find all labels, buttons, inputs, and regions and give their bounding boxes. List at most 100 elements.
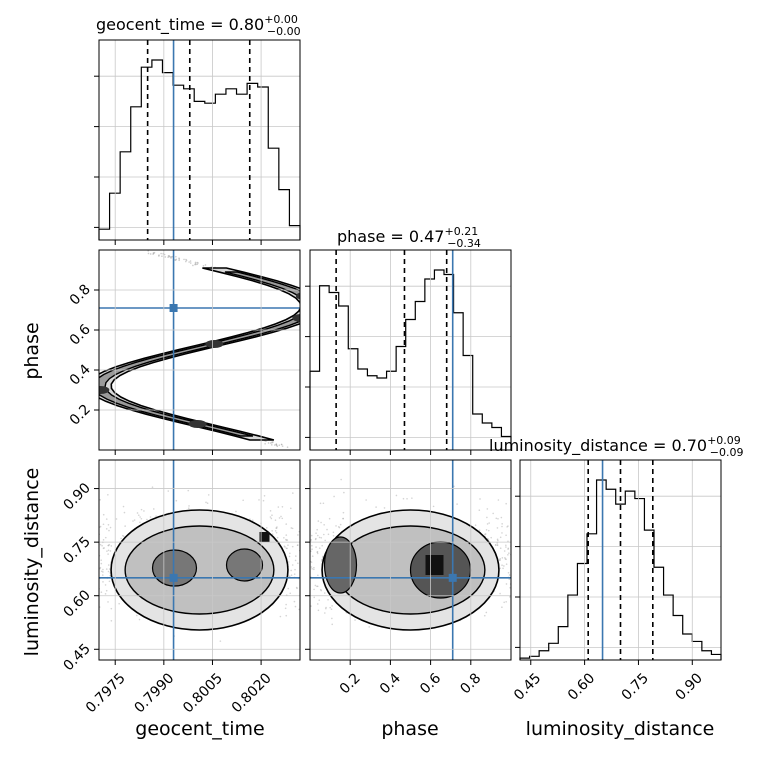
sample-point <box>484 533 487 535</box>
sample-point <box>316 585 319 588</box>
sample-point <box>265 527 268 529</box>
sample-point <box>332 534 335 537</box>
sample-point <box>316 603 319 605</box>
sample-point <box>95 385 97 387</box>
sample-point <box>331 623 334 626</box>
sample-point <box>314 584 317 587</box>
sample-point <box>317 609 320 612</box>
frame-phase-vs-luminosity-distance <box>309 459 512 661</box>
sample-point <box>118 602 120 605</box>
sample-point <box>342 517 344 520</box>
sample-point <box>313 306 315 308</box>
sample-point <box>338 526 341 529</box>
sample-point <box>302 295 304 297</box>
contour-outer <box>99 267 300 441</box>
sample-point <box>323 523 325 526</box>
sample-point <box>310 303 312 305</box>
sample-point <box>311 299 313 301</box>
sample-point <box>152 253 154 255</box>
sample-point <box>485 611 488 614</box>
sample-point <box>505 601 507 603</box>
frame-hist-luminosity-distance <box>519 459 722 661</box>
sample-point <box>277 506 280 508</box>
sample-point <box>314 302 316 304</box>
sample-point <box>508 552 510 554</box>
sample-point <box>496 527 499 529</box>
sample-point <box>290 569 292 572</box>
sample-point <box>132 520 134 522</box>
sample-point <box>96 383 98 385</box>
sample-point <box>207 494 210 496</box>
sample-point <box>288 555 291 558</box>
sample-point <box>289 552 291 555</box>
sample-point <box>320 536 323 539</box>
sample-point <box>270 517 273 520</box>
titles-layer: geocent_time = 0.80+0.00 −0.00 phase = 0.… <box>96 13 744 459</box>
sample-point <box>312 313 314 315</box>
sample-point <box>292 492 294 494</box>
sample-point <box>235 510 237 513</box>
sample-point <box>312 299 314 301</box>
title-luminosity-distance: luminosity_distance = 0.70+0.09 −0.09 <box>489 434 744 459</box>
sample-point <box>368 626 371 628</box>
sample-point <box>105 568 108 570</box>
sample-point <box>107 570 110 573</box>
sample-point <box>285 538 287 541</box>
hist-panel-phase <box>305 250 512 450</box>
sample-point <box>313 566 315 569</box>
frame-hist-geocent-time <box>98 39 301 241</box>
sample-point <box>267 442 270 444</box>
sample-point <box>312 312 314 314</box>
sample-point <box>136 512 139 514</box>
sample-point <box>140 517 143 520</box>
density-peak <box>295 292 300 300</box>
tick-label-luminosity-distance: 0.90 <box>673 670 706 703</box>
sample-point <box>301 316 303 318</box>
xlabel-luminosity-distance: luminosity_distance <box>526 718 715 740</box>
sample-point <box>110 545 113 547</box>
sample-point <box>189 260 192 262</box>
sample-point <box>323 592 326 594</box>
tick-label-phase: 0.6 <box>67 321 94 348</box>
sample-point <box>108 568 111 570</box>
sample-point <box>311 308 313 310</box>
sample-point <box>499 536 502 539</box>
sample-point <box>285 534 288 536</box>
sample-point <box>501 532 503 534</box>
sample-point <box>105 518 108 520</box>
sample-point <box>102 571 104 573</box>
sample-point <box>192 264 194 267</box>
sample-point <box>143 510 145 512</box>
sample-point <box>313 299 315 301</box>
sample-point <box>147 252 150 255</box>
sample-point <box>323 533 325 536</box>
sample-point <box>505 534 507 537</box>
sample-point <box>318 547 321 549</box>
sample-point <box>312 308 314 310</box>
sample-point <box>303 314 305 316</box>
sample-point <box>108 529 110 532</box>
sample-point <box>304 316 306 318</box>
sample-point <box>206 502 209 505</box>
sample-point <box>124 525 126 527</box>
sample-point <box>501 557 504 559</box>
sample-point <box>258 499 260 501</box>
sample-point <box>287 587 290 590</box>
sample-point <box>499 592 501 595</box>
sample-point <box>290 527 293 529</box>
sample-point <box>326 528 328 531</box>
title-phase: phase = 0.47+0.21 −0.34 <box>337 225 481 250</box>
sample-point <box>269 442 272 444</box>
sample-point <box>291 545 294 548</box>
sample-point <box>285 603 287 606</box>
sample-point <box>505 502 507 505</box>
sample-point <box>322 555 324 558</box>
ylabel-luminosity-distance: luminosity_distance <box>21 468 43 657</box>
sample-point <box>274 519 277 521</box>
sample-point <box>317 534 319 537</box>
sample-point <box>102 568 104 571</box>
sample-point <box>104 536 107 539</box>
tick-label-luminosity-distance: 0.60 <box>565 670 598 703</box>
sample-point <box>499 547 502 549</box>
panel-geocent-time-vs-luminosity-distance <box>99 460 300 660</box>
